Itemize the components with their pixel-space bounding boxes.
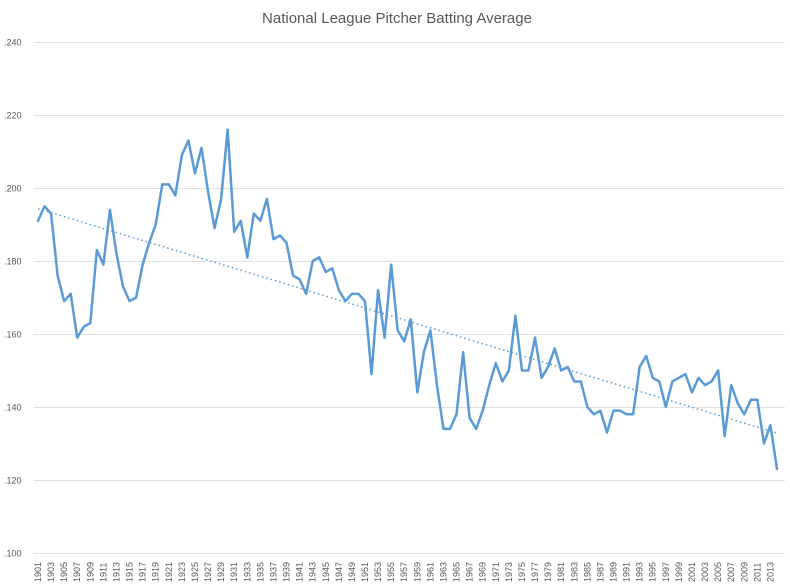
x-tick-label: 1915 [125, 562, 135, 582]
y-tick-label: .200 [4, 184, 22, 194]
x-tick-label: 1973 [504, 562, 514, 582]
y-tick-label: .180 [4, 257, 22, 267]
x-tick-label: 1941 [295, 562, 305, 582]
y-tick-label: .140 [4, 403, 22, 413]
x-tick-label: 2007 [726, 562, 736, 582]
x-tick-label: 2011 [752, 563, 762, 582]
x-tick-label: 1935 [255, 562, 265, 582]
x-tick-label: 1989 [609, 562, 619, 582]
x-tick-label: 1991 [622, 562, 632, 582]
x-tick-label: 1983 [569, 562, 579, 582]
x-tick-label: 2003 [700, 562, 710, 582]
x-tick-label: 1945 [321, 562, 331, 582]
x-tick-label: 2001 [687, 562, 697, 582]
y-tick-label: .160 [4, 330, 22, 340]
x-tick-label: 1907 [72, 562, 82, 582]
x-tick-label: 1975 [517, 562, 527, 582]
x-axis-ticks: 1901 1903 1905 1907 1909 1911 1913 1915 1917 1919… [33, 562, 775, 582]
x-tick-label: 1955 [386, 562, 396, 582]
x-tick-label: 1921 [164, 562, 174, 582]
x-tick-label: 1933 [242, 562, 252, 582]
gridlines [34, 42, 785, 554]
x-tick-label: 1969 [478, 562, 488, 582]
x-tick-label: 1901 [33, 562, 43, 582]
x-tick-label: 1977 [530, 562, 540, 582]
x-tick-label: 1987 [595, 562, 605, 582]
x-tick-label: 2005 [713, 562, 723, 582]
x-tick-label: 1939 [282, 562, 292, 582]
x-tick-label: 1923 [177, 562, 187, 582]
x-tick-label: 1937 [268, 562, 278, 582]
x-tick-label: 2009 [739, 562, 749, 582]
x-tick-label: 1927 [203, 562, 213, 582]
x-tick-label: 1979 [543, 562, 553, 582]
x-tick-label: 1985 [582, 562, 592, 582]
x-tick-label: 1963 [438, 562, 448, 582]
x-tick-label: 1959 [412, 562, 422, 582]
x-tick-label: 1931 [229, 562, 239, 582]
x-tick-label: 1917 [138, 562, 148, 582]
x-tick-label: 1903 [46, 562, 56, 582]
x-tick-label: 1911 [98, 563, 108, 582]
x-tick-label: 1953 [373, 562, 383, 582]
x-tick-label: 1981 [556, 562, 566, 582]
x-tick-label: 1951 [360, 562, 370, 582]
x-tick-label: 1909 [85, 562, 95, 582]
y-tick-label: .120 [4, 476, 22, 486]
x-tick-label: 1997 [661, 562, 671, 582]
x-tick-label: 1999 [674, 562, 684, 582]
y-tick-label: .220 [4, 111, 22, 121]
x-tick-label: 1961 [425, 562, 435, 582]
x-tick-label: 1913 [111, 562, 121, 582]
x-tick-label: 1947 [334, 562, 344, 582]
x-tick-label: 1905 [59, 562, 69, 582]
x-tick-label: 1957 [399, 562, 409, 582]
trendline [37, 207, 778, 434]
x-tick-label: 1995 [648, 562, 658, 582]
x-tick-label: 1993 [635, 562, 645, 582]
x-tick-label: 1965 [452, 562, 462, 582]
y-axis-ticks: .100 .120 .140 .160 .180 .200 .220 .240 [4, 38, 22, 559]
y-tick-label: .100 [4, 549, 22, 559]
chart-title: National League Pitcher Batting Average [262, 10, 532, 27]
series-group [36, 128, 779, 471]
y-tick-label: .240 [4, 38, 22, 48]
x-tick-label: 2013 [765, 562, 775, 582]
trendline-group [37, 207, 778, 434]
x-tick-label: 1919 [151, 562, 161, 582]
x-tick-label: 1925 [190, 562, 200, 582]
x-tick-label: 1971 [491, 562, 501, 582]
x-tick-label: 1929 [216, 562, 226, 582]
x-tick-label: 1967 [465, 562, 475, 582]
series-line-pitcher-batting-average [36, 128, 779, 471]
x-tick-label: 1949 [347, 562, 357, 582]
x-tick-label: 1943 [308, 562, 318, 582]
